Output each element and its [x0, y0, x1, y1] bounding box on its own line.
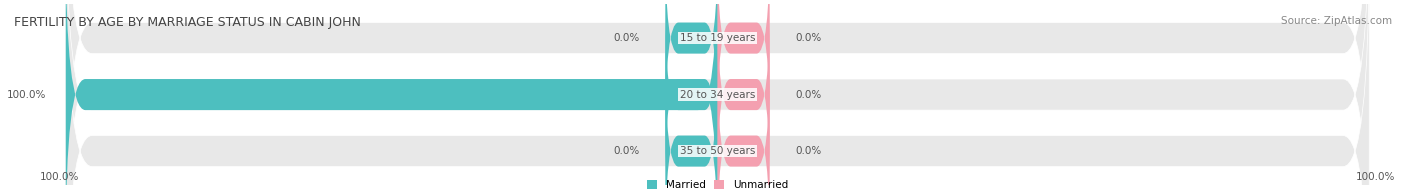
Text: Source: ZipAtlas.com: Source: ZipAtlas.com [1281, 16, 1392, 26]
FancyBboxPatch shape [665, 0, 717, 192]
FancyBboxPatch shape [66, 0, 1369, 196]
Text: 15 to 19 years: 15 to 19 years [679, 33, 755, 43]
FancyBboxPatch shape [717, 54, 769, 196]
Text: 100.0%: 100.0% [39, 172, 79, 182]
Legend: Married, Unmarried: Married, Unmarried [643, 176, 792, 194]
FancyBboxPatch shape [665, 54, 717, 196]
Text: 0.0%: 0.0% [796, 90, 823, 100]
Text: 0.0%: 0.0% [796, 33, 823, 43]
FancyBboxPatch shape [717, 0, 769, 192]
Text: 0.0%: 0.0% [613, 146, 640, 156]
FancyBboxPatch shape [66, 0, 717, 196]
Text: 100.0%: 100.0% [1355, 172, 1395, 182]
Text: FERTILITY BY AGE BY MARRIAGE STATUS IN CABIN JOHN: FERTILITY BY AGE BY MARRIAGE STATUS IN C… [14, 16, 361, 29]
Text: 100.0%: 100.0% [7, 90, 46, 100]
Text: 0.0%: 0.0% [796, 146, 823, 156]
FancyBboxPatch shape [665, 0, 717, 135]
FancyBboxPatch shape [66, 0, 1369, 196]
FancyBboxPatch shape [717, 0, 769, 135]
Text: 20 to 34 years: 20 to 34 years [681, 90, 755, 100]
FancyBboxPatch shape [66, 0, 1369, 196]
Text: 35 to 50 years: 35 to 50 years [681, 146, 755, 156]
Text: 0.0%: 0.0% [613, 33, 640, 43]
